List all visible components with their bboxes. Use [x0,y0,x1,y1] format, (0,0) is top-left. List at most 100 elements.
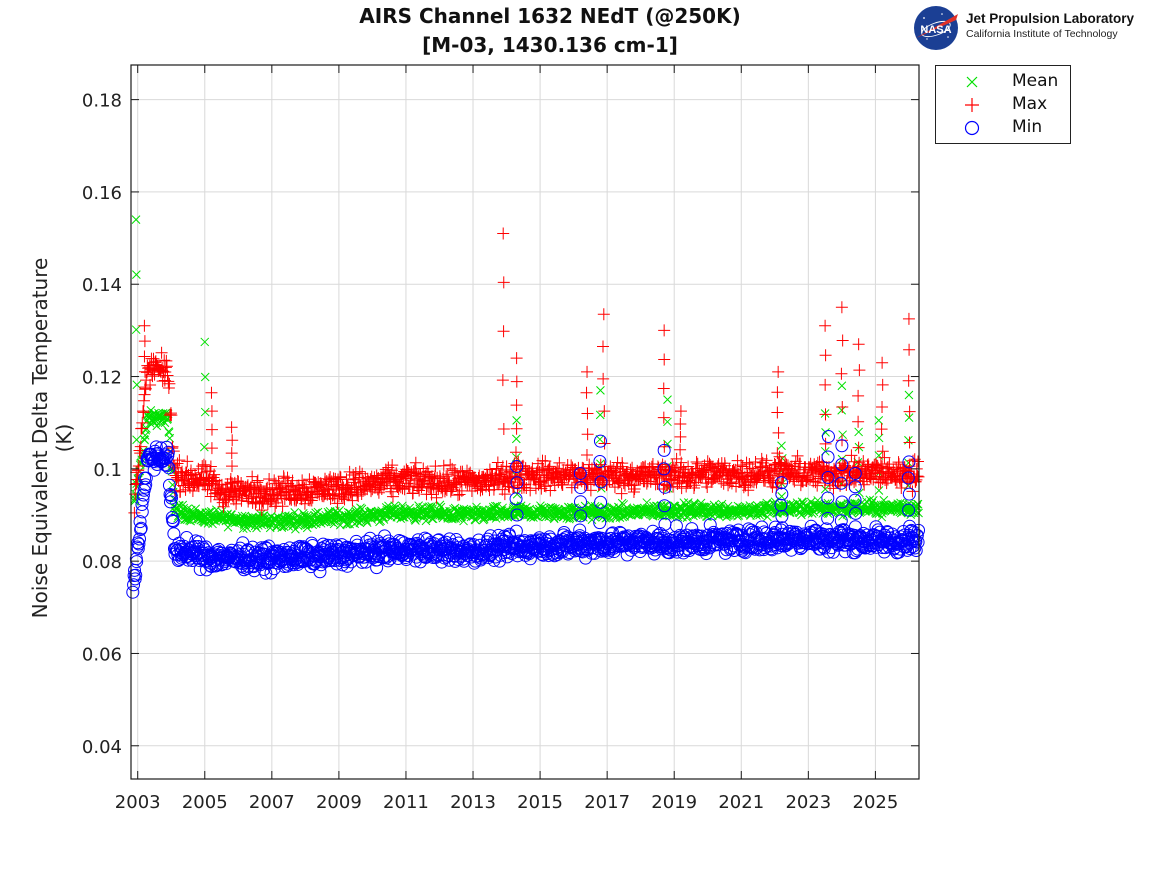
max-point [276,500,289,513]
max-point [128,506,141,519]
max-point [226,434,239,447]
max-point [791,449,804,462]
caltech-name: California Institute of Technology [966,28,1118,40]
max-point [270,496,283,509]
mean-point [131,215,141,224]
max-point [658,324,671,337]
max-point [675,456,688,469]
max-point [584,484,597,497]
min-point [821,511,835,525]
max-point [498,488,511,501]
max-point [334,470,347,483]
min-point [574,495,588,509]
max-point [876,356,889,369]
plot-frame [130,64,920,780]
max-point [811,479,824,492]
max-point [448,464,461,477]
max-point [674,443,687,456]
max-point [524,484,537,497]
max-point [160,354,173,367]
max-point [836,334,849,347]
max-point [138,335,151,348]
min-point [657,443,671,457]
min-point [775,476,789,490]
max-point [158,354,171,367]
max-point [204,460,217,473]
min-point [381,554,395,568]
max-point [137,394,150,407]
max-point [633,467,646,480]
max-point [675,482,688,495]
max-point [697,464,710,477]
max-point [906,485,919,498]
max-point [514,462,527,475]
min-point [370,561,384,575]
max-point [490,462,503,475]
min-point [131,541,145,555]
max-point [906,454,919,467]
mean-point [320,514,330,524]
max-point [345,488,358,501]
min-point [134,521,148,535]
mean-point [797,510,806,520]
x-tick-label: 2013 [450,792,496,813]
max-point [651,477,664,490]
max-point [674,418,687,431]
min-point [136,488,150,502]
max-point [136,416,149,429]
max-point [597,308,610,321]
max-point [527,471,540,484]
max-point [878,451,891,464]
max-point [690,455,703,468]
min-point [848,480,862,494]
max-point [327,488,340,501]
max-point [771,386,784,399]
max-point [674,405,687,418]
min-point [892,536,906,550]
max-point [397,471,410,484]
mean-point [904,390,914,400]
min-point [685,522,699,536]
max-point [208,468,221,481]
min-point [848,493,862,507]
min-point [363,531,377,545]
max-point [144,378,157,391]
mean-point [874,416,884,425]
mean-point [392,503,401,512]
max-point [162,375,175,388]
max-point [173,454,186,467]
max-point [835,301,848,314]
max-point [437,459,450,472]
series-min [126,430,926,599]
mean-point [357,504,367,514]
max-point [510,399,523,412]
max-point [317,490,330,503]
mean-point [874,486,884,495]
max-point [389,473,402,486]
max-point [853,364,866,377]
max-point [387,474,400,487]
max-point [510,422,523,435]
mean-point [596,386,605,395]
max-point [498,473,511,486]
min-point [139,471,153,485]
y-tick-label: 0.12 [82,368,122,389]
mean-point [913,499,923,509]
min-point [293,539,307,553]
mean-point [904,413,914,422]
max-point [329,472,342,485]
min-point [593,516,607,530]
max-point [186,484,199,497]
x-tick-label: 2015 [517,792,563,813]
min-point [658,499,672,513]
min-point [510,508,524,522]
max-point [742,484,755,497]
min-point [509,524,523,538]
mean-point [837,405,847,415]
max-point [231,475,244,488]
y-tick-label: 0.08 [82,552,122,573]
min-point [139,478,153,492]
max-point [131,473,144,486]
legend-label-max: Max [1012,94,1048,114]
x-tick-label: 2009 [316,792,362,813]
